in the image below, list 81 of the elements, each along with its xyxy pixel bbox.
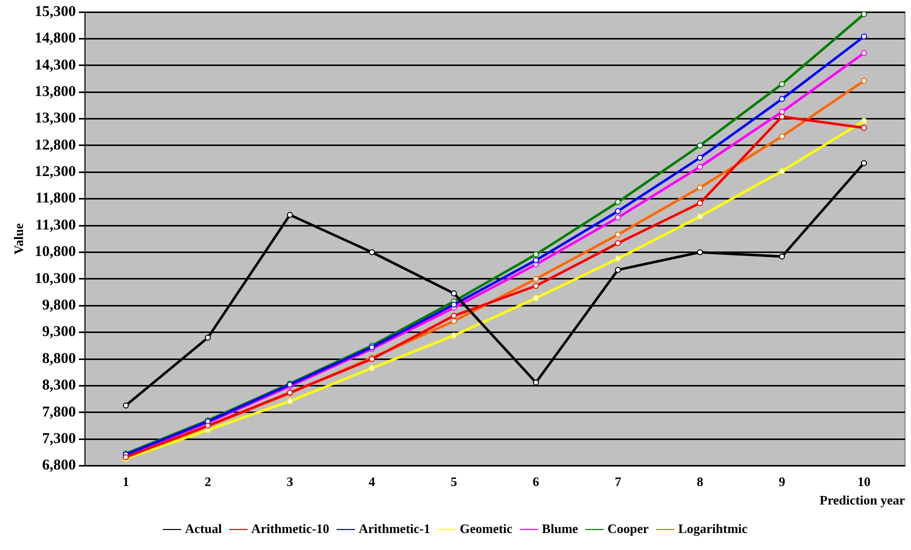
point: [860, 78, 867, 84]
y-tick-label: 8,800: [42, 350, 76, 367]
point: [860, 160, 867, 166]
y-tick-label: 10,300: [34, 270, 76, 287]
x-tick-label: 1: [122, 474, 130, 489]
x-tick-label: 4: [368, 474, 376, 489]
y-tick-label: 12,300: [34, 164, 76, 180]
point: [614, 240, 621, 246]
y-tick-label: 7,300: [42, 430, 76, 447]
y-axis-title: Value: [11, 223, 26, 255]
x-tick-label: 8: [696, 474, 704, 489]
point: [450, 332, 457, 339]
legend-label: Cooper: [608, 520, 649, 536]
y-tick-label: 9,800: [42, 298, 76, 314]
legend-label: Geometic: [460, 520, 513, 536]
point: [614, 256, 621, 262]
y-tick-label: 14,800: [34, 30, 76, 47]
y-tick-label: 10,800: [34, 244, 76, 260]
point: [532, 295, 539, 302]
point: [696, 142, 703, 148]
point: [696, 249, 703, 256]
y-tick-label: 13,800: [34, 84, 76, 100]
point: [614, 266, 621, 273]
point: [860, 50, 867, 56]
point: [532, 251, 539, 258]
point: [450, 318, 457, 324]
point: [286, 212, 293, 218]
legend-label: Arithmetic-10: [251, 520, 330, 536]
point: [860, 124, 867, 131]
x-tick-label: 9: [778, 474, 786, 489]
x-tick-label: 3: [286, 474, 294, 489]
legend-label: Actual: [184, 520, 222, 536]
point: [122, 402, 129, 408]
y-tick-label: 11,300: [35, 217, 76, 234]
point: [450, 290, 457, 296]
legend-label: Arithmetic-1: [358, 520, 430, 536]
y-tick-label: 11,800: [35, 190, 76, 207]
legend-label: Blume: [542, 520, 578, 536]
point: [778, 133, 785, 140]
point: [450, 312, 457, 319]
y-tick-label: 15,300: [34, 4, 76, 20]
point: [778, 108, 785, 115]
point: [778, 254, 785, 260]
point: [532, 276, 539, 282]
point: [696, 200, 703, 206]
x-tick-label: 6: [532, 474, 540, 489]
y-tick-label: 14,300: [34, 57, 76, 74]
x-axis-title: Prediction year: [820, 492, 906, 508]
point: [778, 168, 785, 174]
x-tick-label: 7: [614, 474, 622, 489]
point: [860, 34, 867, 40]
point: [696, 184, 703, 191]
y-tick-label: 8,300: [42, 378, 76, 394]
point: [696, 213, 703, 220]
point: [614, 214, 621, 221]
point: [368, 249, 375, 256]
x-tick-label: 2: [204, 474, 212, 489]
y-tick-label: 13,300: [34, 110, 76, 127]
y-tick-label: 9,300: [42, 324, 76, 340]
point: [778, 96, 785, 102]
x-tick-label: 5: [450, 474, 458, 489]
point: [614, 199, 621, 206]
point: [204, 334, 211, 341]
point: [450, 302, 457, 308]
y-tick-label: 12,800: [34, 137, 76, 154]
point: [532, 282, 539, 289]
point: [614, 208, 621, 214]
point: [696, 164, 703, 170]
point: [614, 232, 621, 238]
y-tick-label: 7,800: [42, 404, 76, 420]
point: [532, 257, 539, 264]
point: [860, 118, 867, 124]
point: [778, 81, 785, 88]
point: [286, 398, 293, 404]
legend-label: Logarihtmic: [678, 520, 748, 536]
y-tick-label: 6,800: [42, 458, 76, 474]
point: [368, 365, 375, 372]
point: [860, 12, 867, 18]
point: [696, 154, 703, 161]
point: [778, 114, 785, 120]
x-tick-label: 10: [857, 474, 870, 489]
